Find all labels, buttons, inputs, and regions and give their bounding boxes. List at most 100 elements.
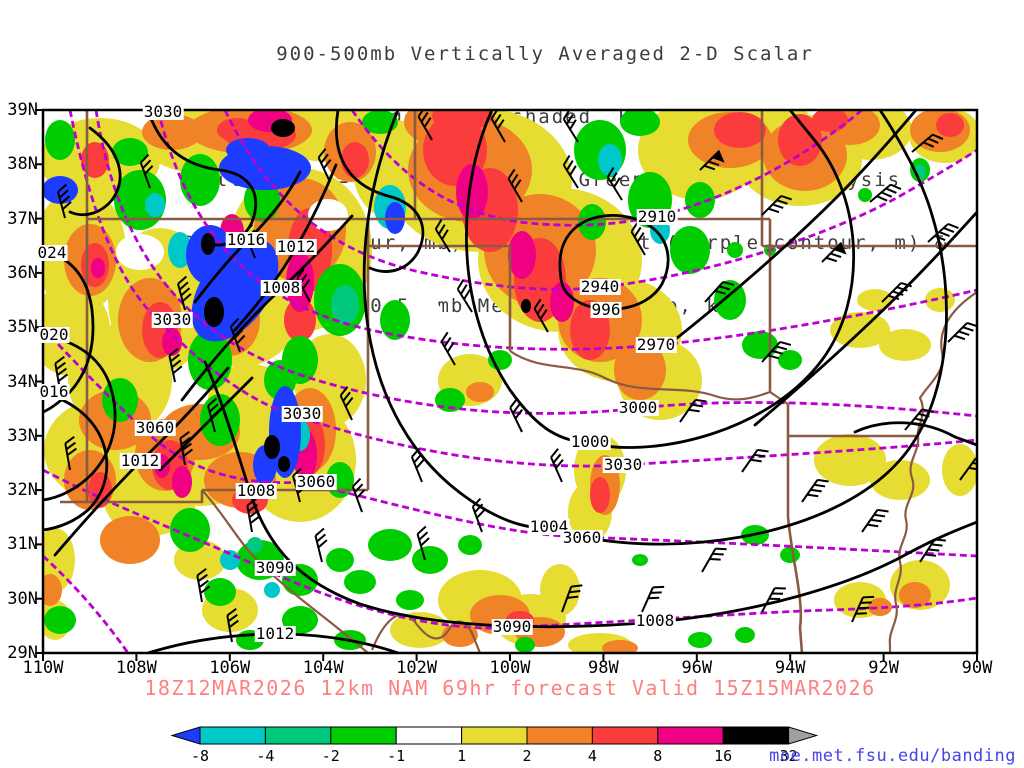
- height-contour: [350, 110, 863, 227]
- wind-barb: [416, 525, 430, 561]
- wind-barb: [630, 221, 646, 256]
- map-inner: [43, 110, 977, 653]
- shaded-region: [145, 193, 165, 217]
- shaded-region: [685, 182, 715, 218]
- shaded-region: [735, 627, 755, 643]
- shaded-region: [162, 328, 182, 356]
- shaded-region: [936, 113, 964, 137]
- shaded-region: [100, 516, 160, 564]
- mslp-contour: [158, 376, 254, 472]
- shaded-region: [508, 231, 536, 279]
- shaded-region: [670, 226, 710, 274]
- wind-barb: [881, 281, 913, 303]
- shaded-region: [180, 154, 220, 206]
- shaded-region: [43, 574, 62, 606]
- wind-barb: [177, 275, 192, 311]
- shaded-region: [326, 548, 354, 572]
- wind-barbs-layer: [54, 110, 977, 643]
- mslp-contour: [362, 110, 948, 546]
- wind-barb: [57, 183, 72, 219]
- mslp-contour: [335, 110, 425, 273]
- colorbar-segment: [722, 726, 790, 745]
- shaded-region: [217, 118, 257, 142]
- shaded-region: [170, 508, 210, 552]
- title-line-1: 900-500mb Vertically Averaged 2-D Scalar: [276, 43, 814, 65]
- wind-barb: [317, 148, 332, 183]
- wind-barb: [679, 398, 707, 423]
- shaded-region: [142, 114, 202, 150]
- wind-barb: [440, 331, 456, 366]
- shaded-region: [458, 535, 482, 555]
- shaded-region: [204, 578, 236, 606]
- wind-barb: [869, 183, 902, 203]
- wind-barb: [229, 317, 246, 353]
- mslp-contour: [68, 126, 122, 217]
- wind-barb: [562, 110, 579, 143]
- colorbar-segment: [199, 726, 266, 745]
- wind-barb: [410, 447, 425, 483]
- wind-barb: [207, 397, 221, 433]
- mslp-contours-layer: [43, 110, 977, 653]
- shaded-region: [814, 434, 886, 486]
- shaded-region: [91, 258, 105, 278]
- wind-barb: [761, 194, 793, 216]
- wind-barb: [507, 168, 523, 203]
- shaded-region: [81, 142, 109, 178]
- shaded-region: [412, 546, 448, 574]
- shaded-region: [264, 582, 280, 598]
- wind-barb: [959, 457, 977, 481]
- shaded-region: [344, 570, 376, 594]
- shaded-region: [620, 110, 660, 136]
- shaded-region: [870, 460, 930, 500]
- shaded-region: [778, 114, 822, 166]
- shaded-region: [590, 477, 610, 513]
- credit-link[interactable]: moe.met.fsu.edu/banding: [769, 746, 1016, 766]
- wind-barb: [851, 595, 875, 623]
- wind-barb: [417, 110, 433, 141]
- colorbar-segment: [657, 726, 724, 745]
- shaded-region: [264, 435, 280, 459]
- mslp-contour: [43, 248, 95, 414]
- shaded-region: [868, 598, 892, 616]
- shaded-region: [362, 110, 398, 134]
- mslp-contour: [753, 210, 977, 427]
- shaded-region: [432, 110, 492, 131]
- shaded-region: [812, 110, 848, 132]
- colorbar-segment: [264, 726, 332, 745]
- shaded-region: [714, 280, 746, 320]
- colorbar-segment: [591, 726, 659, 745]
- colorbar-left-arrow: [170, 726, 201, 745]
- shaded-region: [172, 466, 192, 498]
- shaded-region: [43, 284, 110, 376]
- mslp-contour: [43, 333, 117, 502]
- shaded-region: [45, 120, 75, 160]
- colorbar-segment: [330, 726, 397, 745]
- colorbar-segment: [461, 726, 528, 745]
- wind-barb: [701, 547, 727, 573]
- shaded-region: [278, 456, 290, 472]
- wind-barb: [641, 585, 665, 613]
- shaded-region: [688, 632, 712, 648]
- wind-barb: [911, 133, 944, 153]
- wind-barb: [533, 298, 549, 333]
- shaded-region: [632, 554, 648, 566]
- wind-barb: [801, 478, 829, 503]
- shaded-region: [282, 606, 318, 634]
- shaded-region: [830, 312, 890, 348]
- colorbar-right-arrow: [788, 726, 819, 745]
- shaded-region: [368, 529, 412, 561]
- shaded-region: [521, 299, 531, 313]
- wind-barb: [168, 347, 183, 383]
- shaded-region: [925, 288, 955, 312]
- shaded-region: [778, 350, 802, 370]
- state-border: [60, 490, 204, 504]
- shaded-region: [271, 119, 295, 137]
- shaded-region: [515, 637, 535, 653]
- wind-barb: [761, 340, 792, 363]
- wind-barb: [927, 223, 959, 243]
- shaded-region: [396, 590, 424, 610]
- wind-barb: [947, 321, 977, 343]
- shaded-region: [341, 142, 369, 178]
- wind-barb: [561, 584, 583, 613]
- wind-barb: [821, 242, 847, 263]
